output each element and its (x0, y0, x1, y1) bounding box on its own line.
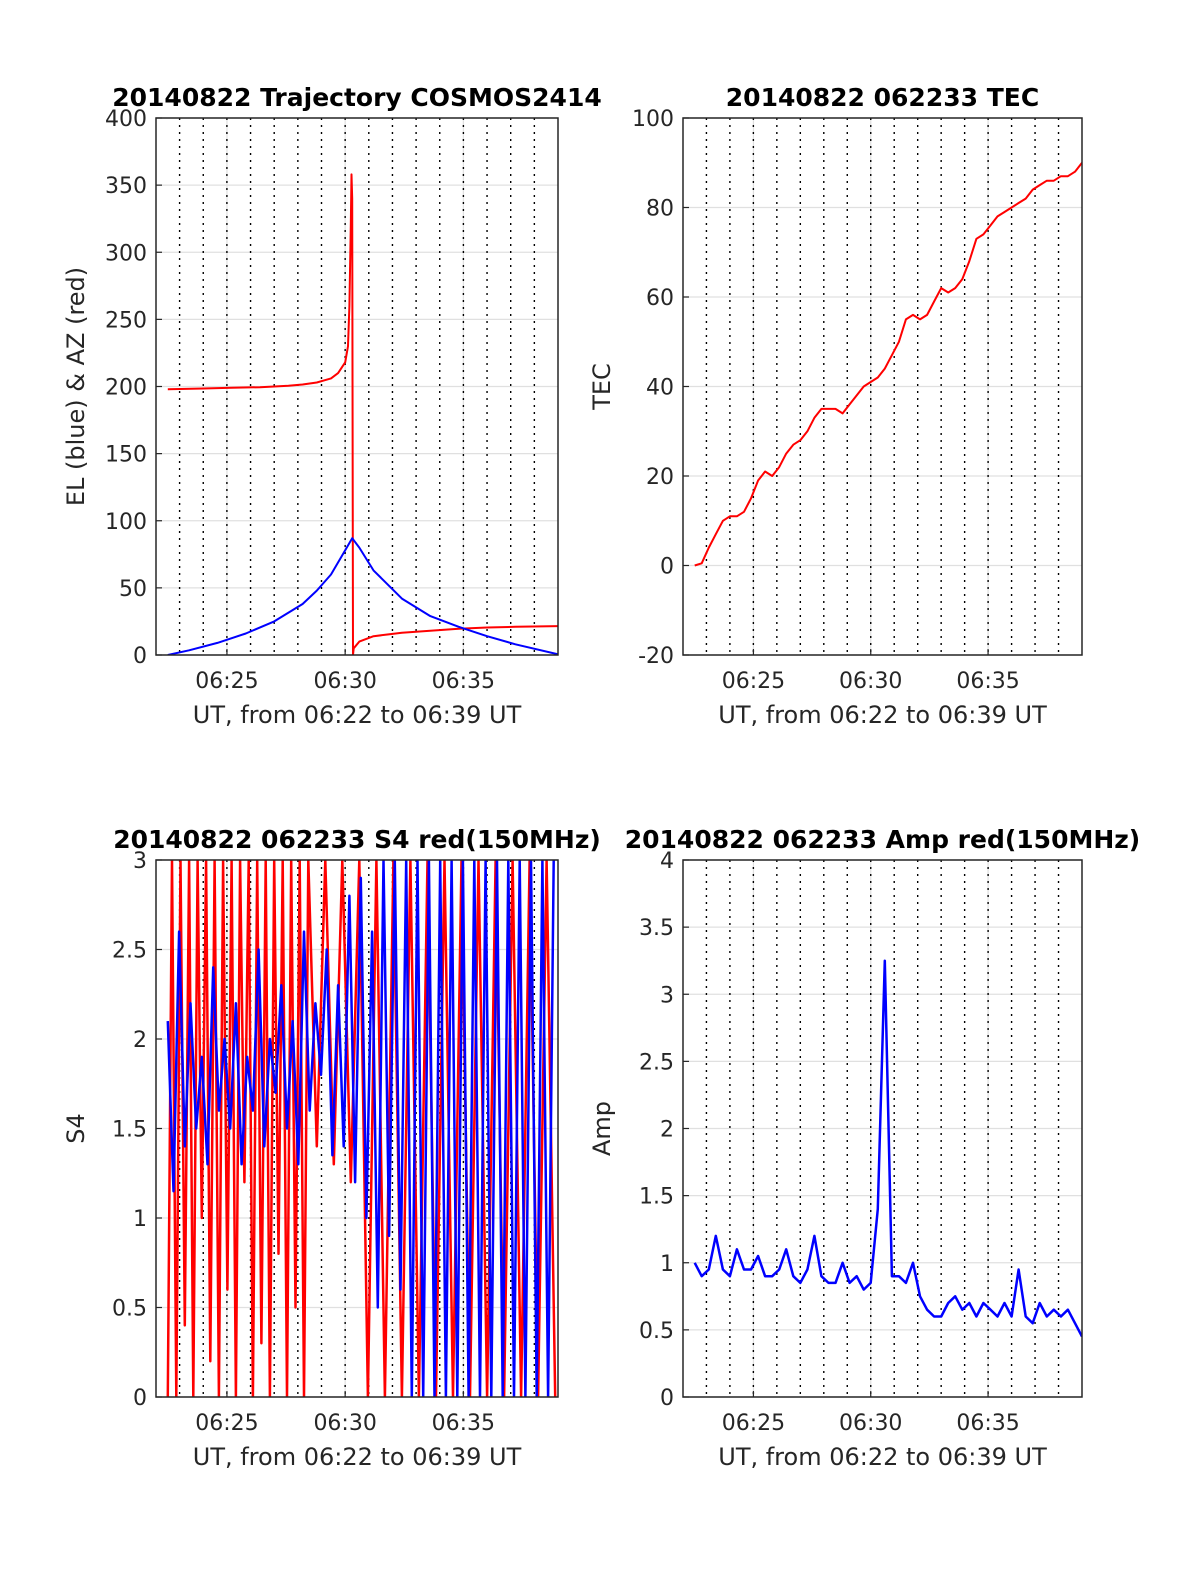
x-tick-label: 06:25 (722, 669, 785, 694)
chart-panel-3: 0 0.5 1 1.5 2 2.5 3 06:25 06:30 06:35 20140822 062… (62, 825, 601, 1471)
series-line-2 (167, 537, 558, 655)
y-tick-label: -20 (638, 644, 674, 669)
chart-title: 20140822 062233 Amp red(150MHz) (625, 825, 1141, 854)
y-tick-label: 300 (105, 241, 147, 266)
x-tick-label: 06:30 (313, 1411, 376, 1436)
x-axis-label: UT, from 06:22 to 06:39 UT (193, 701, 522, 729)
y-tick-label: 0 (133, 644, 147, 669)
y-tick-label: 3.5 (639, 916, 674, 941)
chart-title: 20140822 062233 S4 red(150MHz) (113, 825, 601, 854)
x-axis-label: UT, from 06:22 to 06:39 UT (718, 1443, 1047, 1471)
y-tick-label: 3 (660, 983, 674, 1008)
y-tick-label: 50 (119, 577, 147, 602)
series-line-1 (693, 959, 1082, 1338)
series-line-1 (167, 173, 558, 655)
x-tick-label: 06:35 (956, 669, 1019, 694)
y-tick-label: 1.5 (112, 1118, 147, 1143)
chart-title: 20140822 Trajectory COSMOS2414 (112, 83, 602, 112)
y-tick-label: 150 (105, 443, 147, 468)
x-tick-label: 06:30 (313, 669, 376, 694)
y-axis-label: EL (blue) & AZ (red) (62, 267, 90, 506)
y-tick-label: 20 (646, 465, 674, 490)
y-tick-label: 2 (660, 1118, 674, 1143)
x-tick-label: 06:25 (195, 1411, 258, 1436)
chart-panel-4: 0 0.5 1 1.5 2 2.5 3 3.5 4 06:25 06:30 06:35 20140822… (588, 825, 1140, 1471)
y-tick-label: 2.5 (639, 1050, 674, 1075)
y-tick-label: 0 (133, 1386, 147, 1411)
y-tick-label: 4 (660, 849, 674, 874)
x-axis-label: UT, from 06:22 to 06:39 UT (193, 1443, 522, 1471)
y-axis-label: Amp (588, 1101, 616, 1156)
y-tick-label: 80 (646, 197, 674, 222)
y-tick-label: 400 (105, 107, 147, 132)
y-axis-label: TEC (588, 363, 616, 411)
x-tick-label: 06:30 (839, 669, 902, 694)
y-tick-label: 200 (105, 376, 147, 401)
y-tick-label: 1.5 (639, 1185, 674, 1210)
x-tick-label: 06:35 (432, 669, 495, 694)
series-line-2 (166, 860, 555, 1397)
chart-title: 20140822 062233 TEC (726, 83, 1039, 112)
chart-panel-1: 0 50 100 150 200 250 300 350 400 06:25 06:30 06:35 2… (62, 83, 602, 729)
y-tick-label: 0.5 (639, 1319, 674, 1344)
y-tick-label: 1 (133, 1207, 147, 1232)
y-tick-label: 40 (646, 376, 674, 401)
x-tick-label: 06:30 (839, 1411, 902, 1436)
y-tick-label: 250 (105, 308, 147, 333)
y-tick-label: 1 (660, 1252, 674, 1277)
x-tick-label: 06:25 (195, 669, 258, 694)
y-tick-label: 100 (632, 107, 674, 132)
x-tick-label: 06:25 (722, 1411, 785, 1436)
y-tick-label: 100 (105, 510, 147, 535)
x-tick-label: 06:35 (956, 1411, 1019, 1436)
y-tick-label: 0 (660, 555, 674, 580)
y-tick-label: 2.5 (112, 939, 147, 964)
chart-panel-2: -20 0 20 40 60 80 100 06:25 06:30 06:35 20140822 0… (588, 83, 1083, 729)
y-tick-label: 60 (646, 286, 674, 311)
x-axis-label: UT, from 06:22 to 06:39 UT (718, 701, 1047, 729)
y-tick-label: 0 (660, 1386, 674, 1411)
y-tick-label: 3 (133, 849, 147, 874)
y-tick-label: 2 (133, 1028, 147, 1053)
y-axis-label: S4 (62, 1113, 90, 1144)
series-line-1 (694, 162, 1082, 567)
y-tick-label: 350 (105, 174, 147, 199)
x-tick-label: 06:35 (432, 1411, 495, 1436)
y-tick-label: 0.5 (112, 1297, 147, 1322)
